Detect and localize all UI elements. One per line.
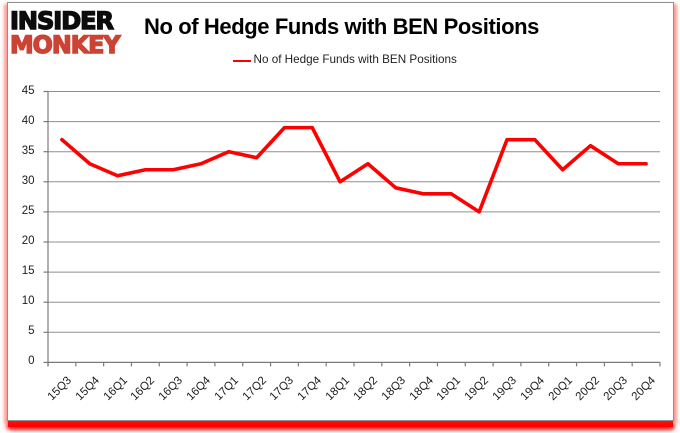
legend-label: No of Hedge Funds with BEN Positions [253,53,457,66]
logo-line-insider: INSIDER [9,7,114,35]
chart-title: No of Hedge Funds with BEN Positions [143,14,540,39]
chart-panel: INSIDER MONKEY No of Hedge Funds with BE… [7,2,674,421]
y-axis-label-30: 30 [21,174,35,187]
y-axis-label-45: 45 [21,84,35,97]
y-axis-label-40: 40 [21,114,35,127]
y-axis-label-5: 5 [28,325,35,338]
legend-line-swatch [233,59,251,63]
y-axis-label-0: 0 [28,355,35,368]
logo-line-monkey: MONKEY [9,31,121,59]
bottom-red-bar [8,421,673,427]
plot-area [43,90,661,367]
insider-monkey-logo: INSIDER MONKEY [9,7,121,59]
y-axis-label-20: 20 [21,235,35,247]
series-line-0 [60,125,648,214]
y-axis-label-25: 25 [21,204,35,217]
y-axis-label-15: 15 [21,265,35,278]
y-axis-label-10: 10 [21,295,35,308]
y-axis-label-35: 35 [21,144,35,157]
